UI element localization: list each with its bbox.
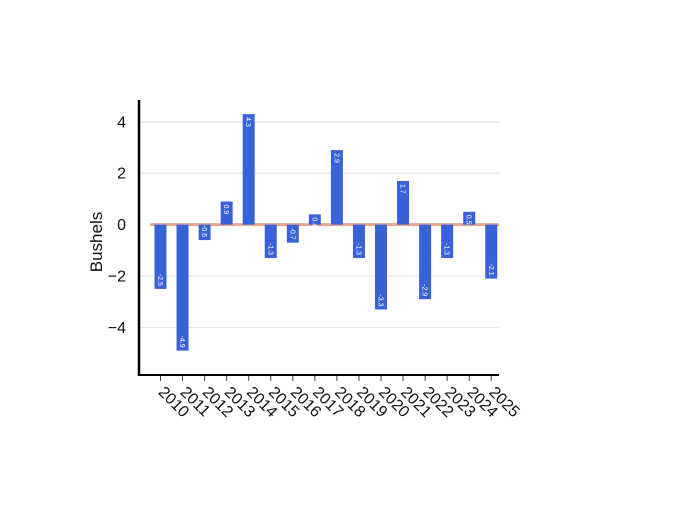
- bar-data-label: -3.3: [377, 294, 384, 306]
- bar: [308, 214, 321, 225]
- bar-data-label: 0.5: [465, 215, 472, 225]
- y-tick-label: −4: [108, 320, 126, 337]
- bar-data-label: -1.3: [354, 243, 361, 255]
- bar-data-label: -2.1: [487, 264, 494, 276]
- bar: [352, 224, 365, 259]
- x-tick-labels: 2010201120122013201420152016201720182019…: [155, 384, 523, 421]
- y-tick-labels: −4 −2 0 2 4: [108, 114, 126, 337]
- bar: [419, 224, 432, 300]
- bar-data-label: 2.9: [332, 153, 339, 163]
- y-tick-label: 2: [117, 166, 126, 183]
- y-tick-label: −2: [108, 269, 126, 286]
- bar: [264, 224, 277, 259]
- bar-data-label: 1.7: [399, 184, 406, 194]
- y-axis-title: Bushels: [87, 212, 106, 272]
- bar: [463, 211, 476, 225]
- bar-data-label: -1.3: [443, 243, 450, 255]
- axes: [137, 100, 499, 381]
- bar: [220, 201, 233, 225]
- gridlines: [140, 121, 499, 329]
- bar: [441, 224, 454, 259]
- bar-data-label: 0.9: [222, 205, 229, 215]
- bar-data-label: 0.4: [310, 217, 317, 227]
- bar: [198, 224, 211, 241]
- y-tick-label: 4: [117, 114, 126, 131]
- bar-data-label: -2.5: [156, 274, 163, 286]
- bar-data-labels: -2.5 -4.9 -0.6 0.9 4.3 -1.3 -0.7 0.4 2.9 -1.3 -3.3…: [156, 117, 494, 348]
- bar: [397, 180, 410, 225]
- bar-data-label: -2.9: [421, 284, 428, 296]
- bar: [176, 224, 189, 351]
- bar-data-label: -0.7: [288, 228, 295, 240]
- bar: [286, 224, 299, 243]
- bars: [154, 114, 498, 351]
- bar: [330, 150, 343, 225]
- bar-data-label: -0.6: [200, 225, 207, 237]
- bar: [375, 224, 387, 310]
- bar: [154, 224, 167, 289]
- bar-data-label: 4.3: [244, 117, 251, 127]
- bar-data-label: -4.9: [178, 336, 185, 348]
- y-tick-label: 0: [117, 217, 126, 234]
- bar: [242, 114, 255, 225]
- bar: [485, 224, 498, 279]
- bar-data-label: -1.3: [266, 243, 273, 255]
